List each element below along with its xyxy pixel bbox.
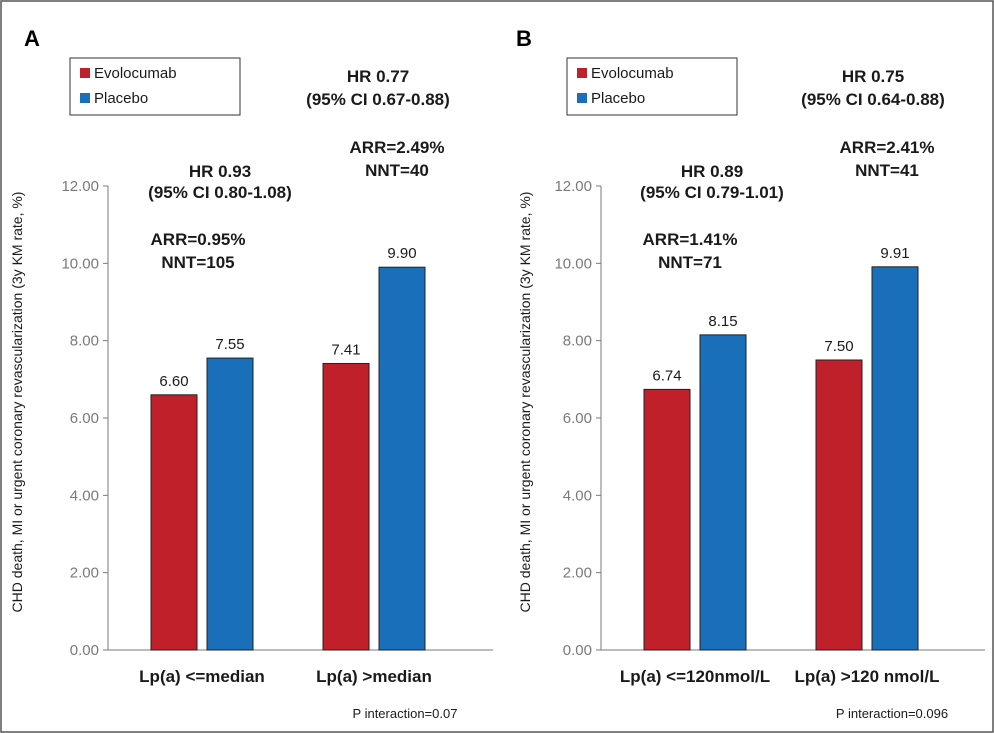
panelb-p-interaction: P interaction=0.096 [836,706,948,721]
panela-category-label-1: Lp(a) <=median [139,667,265,686]
panelb-y-tick-label: 10.00 [554,255,592,272]
panela-data-label-placebo-2: 9.90 [387,245,416,262]
panelb-annotation-1-line-2: (95% CI 0.79-1.01) [640,183,784,202]
panela-annotation-4-line-2: NNT=40 [365,161,429,180]
panela-annotation-3-line-1: HR 0.77 [347,67,409,86]
panelb-annotation-1-line-1: HR 0.89 [681,162,743,181]
panelb-annotation-2-line-2: NNT=71 [658,253,722,272]
panela-data-label-evolocumab-1: 6.60 [159,373,188,390]
panelb-legend-label-evolocumab: Evolocumab [591,65,674,82]
panela-y-tick-label: 2.00 [70,565,99,582]
panelb-y-axis-label: CHD death, MI or urgent coronary revascu… [517,192,533,613]
panelb-category-label-1: Lp(a) <=120nmol/L [620,667,770,686]
panela-legend-label-evolocumab: Evolocumab [94,65,177,82]
panelb-bar-evolocumab-1 [643,388,691,651]
panela-p-interaction: P interaction=0.07 [353,706,458,721]
panela-annotation-1-line-2: (95% CI 0.80-1.08) [148,183,292,202]
panela-bar-placebo-2 [378,266,426,651]
panelb-annotation-3-line-2: (95% CI 0.64-0.88) [801,90,945,109]
panela-annotation-2-line-2: NNT=105 [161,253,234,272]
panelb-bar-evolocumab-2 [815,359,863,651]
panela-legend-swatch-placebo [80,93,90,103]
panela-legend-box [69,57,241,116]
panela-y-tick-label: 8.00 [70,333,99,350]
panela-y-tick-label: 6.00 [70,410,99,427]
panelb-data-label-placebo-1: 8.15 [708,313,737,330]
panelb-y-tick-label: 8.00 [563,333,592,350]
panela-bar-evolocumab-1 [150,394,198,651]
panelb-bar-placebo-1 [699,334,747,651]
panela-annotation-1-line-1: HR 0.93 [189,162,251,181]
panela-legend-swatch-evolocumab [80,68,90,78]
panela-y-tick-label: 12.00 [61,178,99,195]
panelb-annotation-4-line-2: NNT=41 [855,161,919,180]
panela-category-label-2: Lp(a) >median [316,667,432,686]
panelb-data-label-placebo-2: 9.91 [880,245,909,262]
panela-annotation-2-line-1: ARR=0.95% [151,230,246,249]
panelb-legend-swatch-placebo [577,93,587,103]
panela-annotation-4-line-1: ARR=2.49% [350,138,445,157]
panela-y-axis-label: CHD death, MI or urgent coronary revascu… [9,192,25,613]
panelb-label: B [516,26,532,51]
panelb-legend-swatch-evolocumab [577,68,587,78]
panelb-y-tick-label: 4.00 [563,487,592,504]
panela-bar-evolocumab-2 [322,362,370,651]
panelb-data-label-evolocumab-2: 7.50 [824,338,853,355]
panelb-annotation-3-line-1: HR 0.75 [842,67,904,86]
panela-annotation-3-line-2: (95% CI 0.67-0.88) [306,90,450,109]
panelb-annotation-2-line-1: ARR=1.41% [643,230,738,249]
panelb-category-label-2: Lp(a) >120 nmol/L [795,667,940,686]
panelb-y-tick-label: 2.00 [563,565,592,582]
panelb-y-tick-label: 0.00 [563,642,592,659]
panela-data-label-placebo-1: 7.55 [215,336,244,353]
panelb-data-label-evolocumab-1: 6.74 [652,367,681,384]
panelb-legend-label-placebo: Placebo [591,90,645,107]
panelb-legend-box [566,57,738,116]
panela-y-tick-label: 4.00 [70,487,99,504]
panela-y-tick-label: 10.00 [61,255,99,272]
panela-bar-placebo-1 [206,357,254,651]
panelb-annotation-4-line-1: ARR=2.41% [840,138,935,157]
panela-y-tick-label: 0.00 [70,642,99,659]
panelb-y-tick-label: 12.00 [554,178,592,195]
panela-data-label-evolocumab-2: 7.41 [331,341,360,358]
panela-legend-label-placebo: Placebo [94,90,148,107]
panela-label: A [24,26,40,51]
panelb-y-tick-label: 6.00 [563,410,592,427]
panelb-bar-placebo-2 [871,266,919,651]
